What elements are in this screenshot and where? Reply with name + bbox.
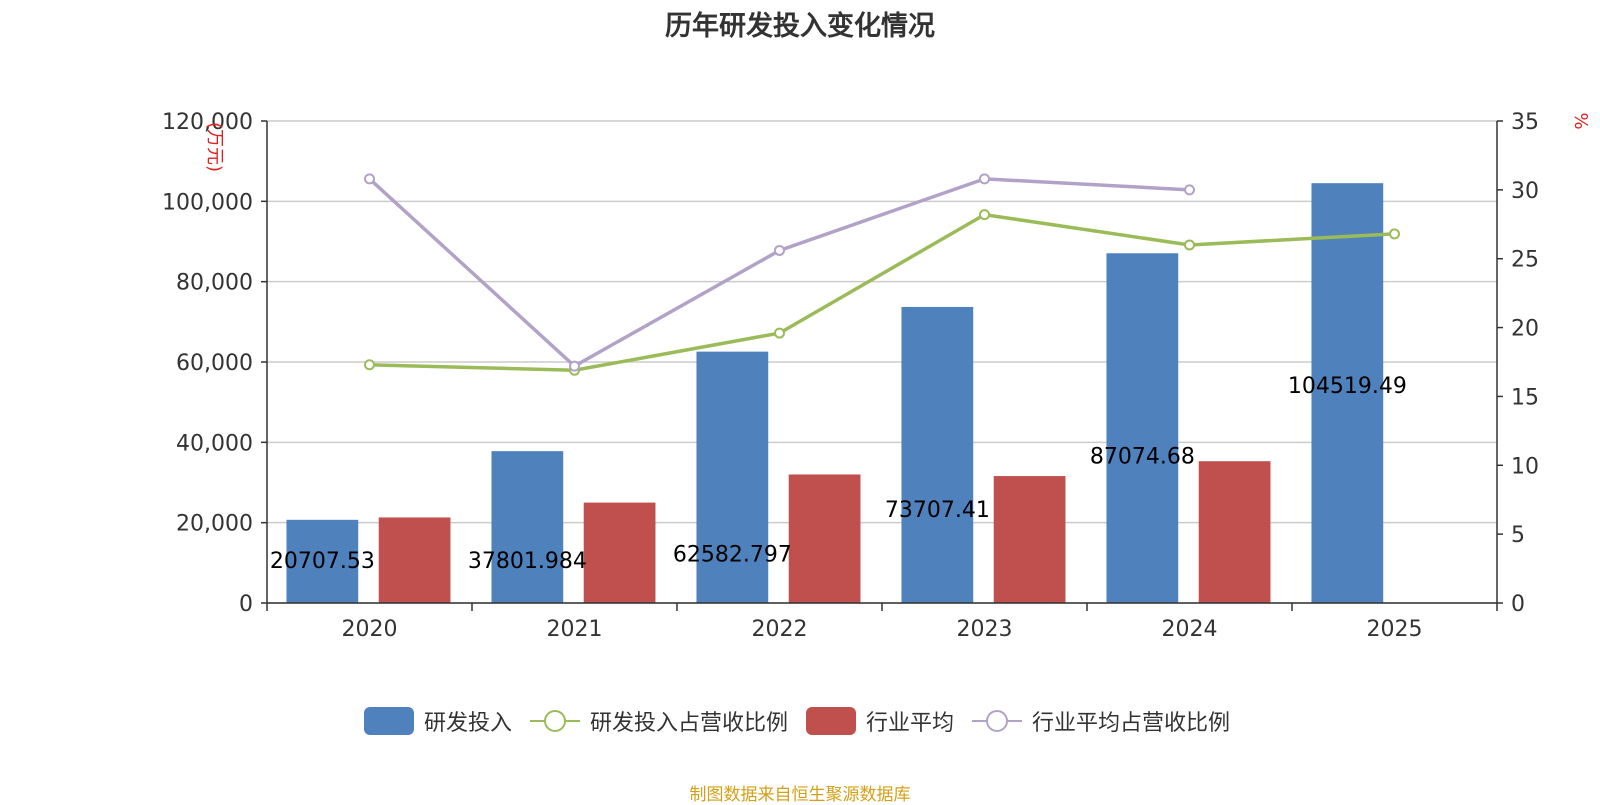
y-right-tick-label: 10 [1511, 454, 1539, 479]
y-right-tick-label: 20 [1511, 317, 1539, 342]
chart-title: 历年研发投入变化情况 [665, 11, 935, 42]
line-point[interactable] [1389, 228, 1400, 240]
legend-label: 研发投入 [423, 711, 512, 736]
y-right-tick-label: 5 [1511, 523, 1525, 548]
y-left-tick-label: 120,000 [162, 110, 253, 135]
line-point[interactable] [1184, 184, 1195, 196]
bar-industry-average[interactable] [378, 517, 451, 603]
series-line-rd-ratio [369, 212, 1395, 373]
legend-label: 行业平均占营收比例 [1032, 711, 1231, 736]
y-right-tick-label: 35 [1511, 110, 1539, 135]
source-note: 制图数据来自恒生聚源数据库 [689, 785, 911, 805]
line-point[interactable] [364, 173, 375, 185]
y-right-tick-label: 30 [1511, 179, 1539, 204]
line-point[interactable] [1184, 239, 1195, 251]
legend-item-rd-investment[interactable]: 研发投入 [363, 705, 512, 737]
bar-rd-investment[interactable] [1106, 253, 1179, 603]
bar-industry-average[interactable] [993, 476, 1066, 603]
series-lines [364, 173, 1400, 376]
legend-swatch-bar-blue [363, 707, 414, 735]
x-tick-label: 2020 [342, 617, 398, 642]
x-tick-label: 2025 [1367, 617, 1423, 642]
y-left-tick-label: 80,000 [176, 271, 253, 296]
y-right-axis-label: % [1570, 112, 1591, 129]
legend-label: 行业平均 [866, 711, 955, 736]
y-right-tick-label: 15 [1511, 385, 1539, 410]
x-tick-label: 2022 [752, 617, 808, 642]
bar-data-label: 62582.797 [673, 543, 792, 568]
line-point[interactable] [774, 244, 785, 256]
legend-label: 研发投入占营收比例 [589, 711, 788, 736]
bar-rd-investment[interactable] [901, 306, 974, 603]
y-left-tick-label: 0 [239, 592, 253, 617]
x-tick-label: 2021 [547, 617, 603, 642]
line-point[interactable] [979, 209, 990, 221]
bar-industry-average[interactable] [788, 474, 861, 603]
y-right-tick-label: 0 [1511, 592, 1525, 617]
bar-data-label: 73707.41 [885, 498, 990, 523]
bar-data-label: 20707.53 [270, 549, 375, 574]
x-tick-label: 2024 [1162, 617, 1218, 642]
legend: 研发投入 研发投入占营收比例 行业平均 行业平均占营收比例 [0, 705, 1600, 737]
bar-rd-investment[interactable] [491, 451, 564, 603]
y-left-tick-label: 60,000 [176, 351, 253, 376]
y-left-tick-label: 40,000 [176, 431, 253, 456]
bar-rd-investment[interactable] [1311, 183, 1384, 603]
y-left-tick-label: 20,000 [176, 512, 253, 537]
legend-item-industry-average[interactable]: 行业平均 [806, 705, 954, 737]
bar-data-label: 37801.984 [468, 549, 587, 574]
bar-rd-investment[interactable] [696, 351, 769, 603]
bar-rd-investment[interactable] [286, 519, 359, 603]
legend-item-industry-ratio[interactable]: 行业平均占营收比例 [972, 705, 1230, 737]
bar-industry-average[interactable] [583, 502, 656, 603]
bar-data-label: 104519.49 [1288, 374, 1407, 399]
bar-industry-average[interactable] [1198, 461, 1271, 603]
legend-item-rd-ratio[interactable]: 研发投入占营收比例 [529, 705, 788, 737]
line-point[interactable] [774, 327, 785, 339]
line-point[interactable] [569, 360, 580, 372]
legend-swatch-line-purple [972, 710, 1023, 732]
bars [286, 183, 1384, 603]
y-left-axis-label: (万元) [204, 122, 225, 172]
axes: 0 20,000 40,000 60,000 80,000 100,000 120,000 0… [162, 110, 1591, 642]
line-point[interactable] [979, 173, 990, 185]
data-labels: 20707.53 37801.984 62582.797 73707.41 87074.… [270, 374, 1407, 574]
bar-data-label: 87074.68 [1090, 444, 1195, 469]
y-left-tick-label: 100,000 [162, 190, 253, 215]
legend-swatch-bar-red [806, 707, 856, 735]
y-right-tick-label: 25 [1511, 248, 1539, 273]
legend-swatch-line-green [529, 710, 580, 732]
line-point[interactable] [364, 359, 375, 371]
x-tick-label: 2023 [957, 617, 1013, 642]
